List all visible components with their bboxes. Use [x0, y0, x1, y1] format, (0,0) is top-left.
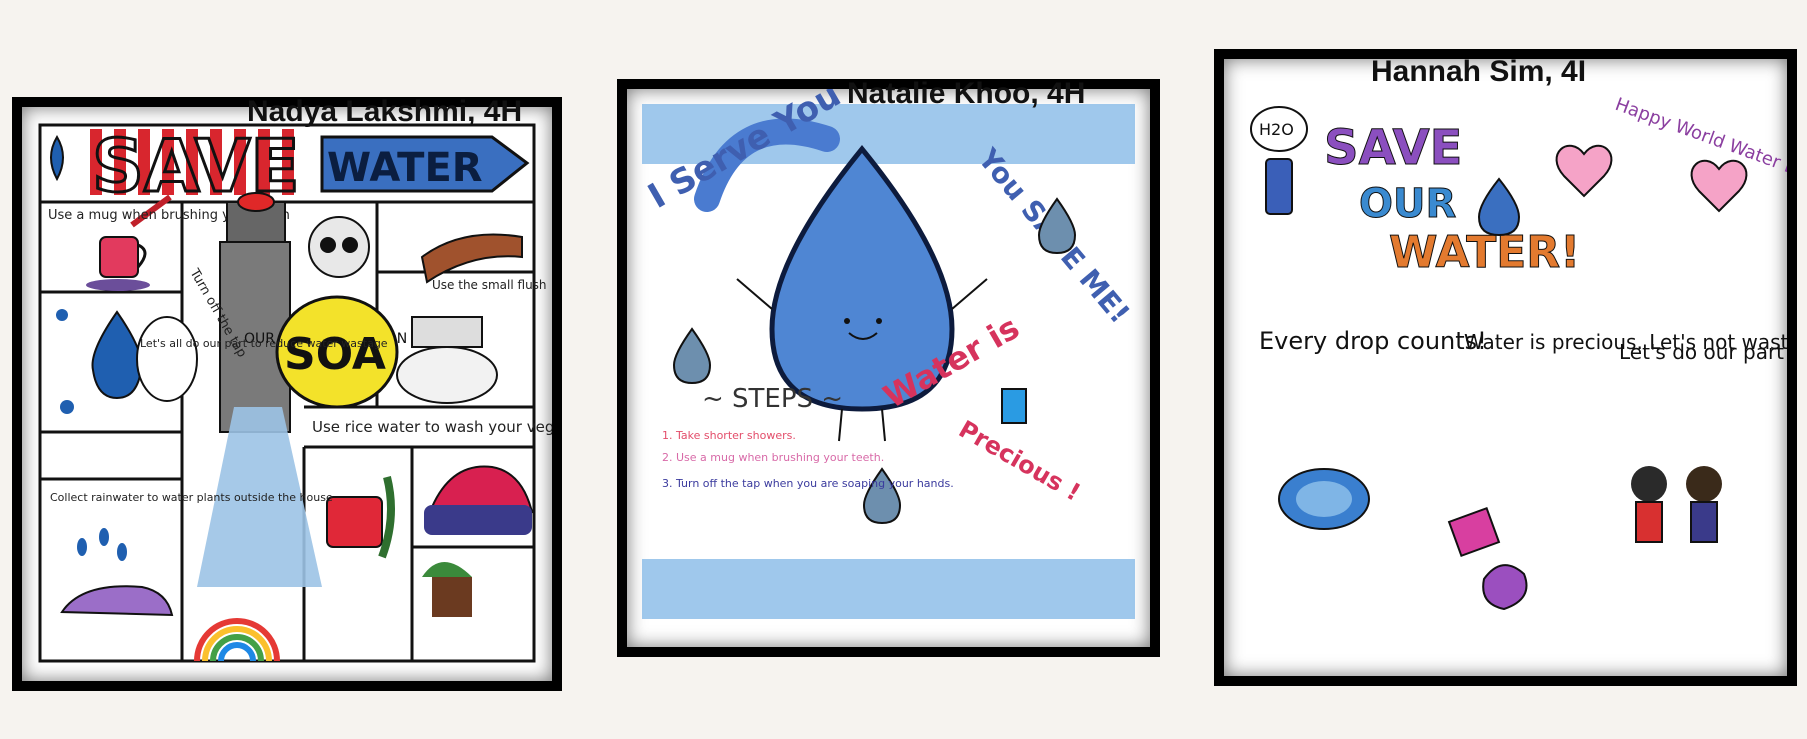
poster-artwork: SAVE WATER Use a mug when brushing your … [22, 107, 552, 681]
poster-title-water: WATER [327, 145, 483, 191]
poster-text-precious: Precious ! [954, 415, 1085, 507]
poster-drawing: I Serve You You SAVE ME! ~ STEPS ~ 1. Ta… [642, 89, 1136, 619]
poster-text-save: SAVE [1324, 120, 1462, 176]
poster-text-part: Let's do our part to save water! [1619, 340, 1787, 364]
poster-text-flush: Use the small flush [432, 278, 547, 292]
poster-steps-title: ~ STEPS ~ [702, 384, 843, 414]
poster-text-rice: Use rice water to wash your vegetables [312, 418, 552, 436]
poster-artwork: H2O SAVE OUR WATER! Happy World Water Da… [1224, 59, 1787, 676]
poster-text-our: OUR [1359, 181, 1456, 227]
poster-nadya: SAVE WATER Use a mug when brushing your … [12, 95, 562, 691]
poster-step-3: 3. Turn off the tap when you are soaping… [662, 477, 954, 490]
poster-text-water: WATER! [1389, 227, 1580, 278]
poster-caption: Nadya Lakshmi, 4H [247, 95, 523, 128]
poster-caption: Hannah Sim, 4I [1371, 55, 1587, 88]
poster-text-precious: Water is precious. Let's not waste water… [1464, 330, 1787, 354]
poster-text-every: Every drop counts! [1259, 327, 1487, 355]
poster-drawing: SAVE WATER Use a mug when brushing your … [38, 123, 552, 663]
poster-step-1: 1. Take shorter showers. [662, 429, 796, 442]
poster-text-soap: SOA [284, 329, 386, 380]
poster-artwork: I Serve You You SAVE ME! ~ STEPS ~ 1. Ta… [627, 89, 1150, 647]
poster-drawing: H2O SAVE OUR WATER! Happy World Water Da… [1250, 94, 1787, 611]
poster-hannah: H2O SAVE OUR WATER! Happy World Water Da… [1214, 49, 1797, 686]
poster-text-rain: Collect rainwater to water plants outsid… [50, 491, 333, 504]
poster-text-part: Let's all do our part to reduce water wa… [140, 337, 388, 350]
poster-text-h2o: H2O [1259, 120, 1294, 139]
poster-caption: Natalie Khoo, 4H [847, 77, 1086, 110]
poster-natalie: I Serve You You SAVE ME! ~ STEPS ~ 1. Ta… [617, 77, 1160, 657]
poster-step-2: 2. Use a mug when brushing your teeth. [662, 451, 884, 464]
